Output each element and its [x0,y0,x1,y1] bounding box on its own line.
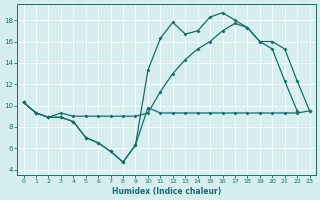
X-axis label: Humidex (Indice chaleur): Humidex (Indice chaleur) [112,187,221,196]
